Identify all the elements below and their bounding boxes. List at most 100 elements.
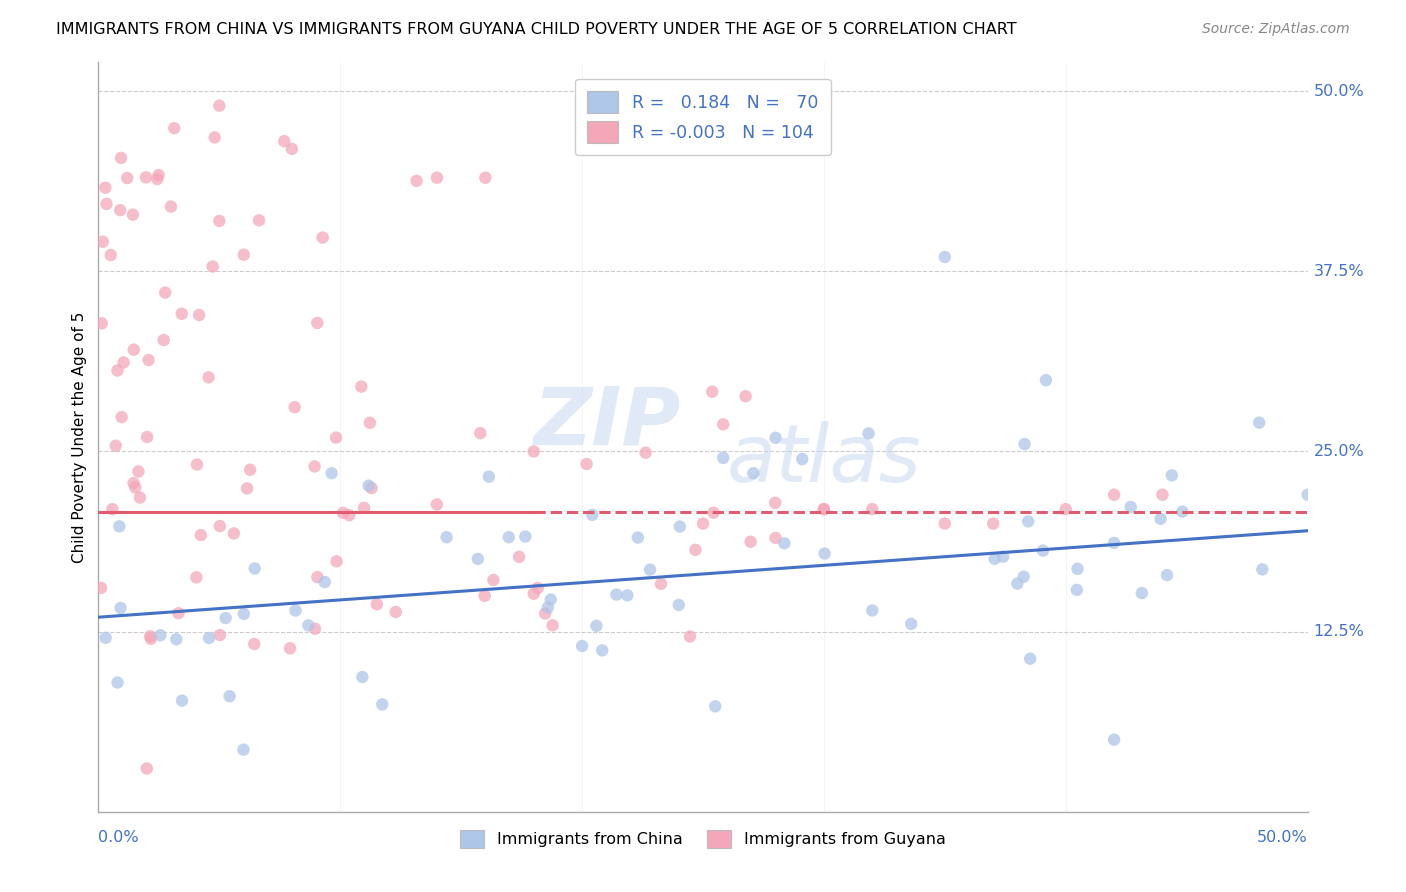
Point bbox=[107, 363, 129, 377]
Point bbox=[284, 603, 307, 617]
Point bbox=[991, 549, 1014, 564]
Legend: Immigrants from China, Immigrants from Guyana: Immigrants from China, Immigrants from G… bbox=[453, 822, 953, 856]
Point bbox=[307, 570, 329, 584]
Point bbox=[149, 628, 172, 642]
Point bbox=[208, 628, 231, 642]
Point bbox=[426, 498, 449, 512]
Point bbox=[186, 570, 208, 584]
Point bbox=[508, 549, 530, 564]
Text: 0.0%: 0.0% bbox=[98, 830, 139, 846]
Point bbox=[773, 536, 796, 550]
Point bbox=[1054, 502, 1077, 516]
Point bbox=[170, 693, 193, 707]
Point bbox=[585, 619, 607, 633]
Point bbox=[765, 531, 787, 545]
Point bbox=[537, 600, 560, 615]
Point bbox=[405, 174, 427, 188]
Point bbox=[498, 530, 520, 544]
Text: Source: ZipAtlas.com: Source: ZipAtlas.com bbox=[1202, 22, 1350, 37]
Point bbox=[426, 170, 449, 185]
Point bbox=[860, 502, 883, 516]
Point bbox=[1102, 732, 1125, 747]
Point bbox=[478, 469, 501, 483]
Point bbox=[1032, 543, 1054, 558]
Point bbox=[1130, 586, 1153, 600]
Point bbox=[110, 601, 132, 615]
Point bbox=[981, 516, 1004, 531]
Point bbox=[135, 170, 157, 185]
Point bbox=[197, 370, 219, 384]
Point bbox=[188, 308, 211, 322]
Point bbox=[359, 416, 381, 430]
Point bbox=[575, 457, 598, 471]
Point bbox=[311, 230, 333, 244]
Point bbox=[138, 353, 160, 368]
Point bbox=[650, 577, 672, 591]
Point bbox=[304, 622, 326, 636]
Point bbox=[135, 762, 157, 776]
Point bbox=[1296, 488, 1319, 502]
Point bbox=[765, 431, 787, 445]
Text: 50.0%: 50.0% bbox=[1257, 830, 1308, 846]
Point bbox=[668, 598, 690, 612]
Point bbox=[1102, 488, 1125, 502]
Text: 37.5%: 37.5% bbox=[1313, 264, 1364, 279]
Text: atlas: atlas bbox=[727, 420, 921, 499]
Point bbox=[136, 430, 159, 444]
Point bbox=[321, 466, 343, 480]
Point bbox=[540, 592, 562, 607]
Text: 12.5%: 12.5% bbox=[1313, 624, 1364, 639]
Point bbox=[605, 588, 627, 602]
Point bbox=[278, 641, 301, 656]
Point bbox=[1156, 568, 1178, 582]
Point bbox=[307, 316, 329, 330]
Point bbox=[232, 248, 254, 262]
Point bbox=[858, 426, 880, 441]
Point bbox=[146, 172, 169, 186]
Point bbox=[634, 445, 657, 459]
Point bbox=[273, 134, 295, 148]
Point bbox=[337, 508, 360, 523]
Point bbox=[703, 506, 725, 520]
Point bbox=[813, 502, 835, 516]
Point bbox=[139, 629, 162, 643]
Text: ZIP: ZIP bbox=[533, 383, 681, 461]
Point bbox=[1102, 536, 1125, 550]
Point bbox=[90, 316, 112, 330]
Point bbox=[127, 465, 149, 479]
Point bbox=[148, 168, 170, 182]
Point bbox=[581, 508, 603, 522]
Point bbox=[218, 690, 240, 704]
Point bbox=[204, 130, 226, 145]
Point bbox=[232, 742, 254, 756]
Point bbox=[90, 581, 112, 595]
Point bbox=[357, 478, 380, 492]
Point bbox=[325, 554, 347, 568]
Point bbox=[107, 675, 129, 690]
Point bbox=[1012, 569, 1035, 583]
Point bbox=[638, 563, 661, 577]
Point bbox=[523, 444, 546, 458]
Point bbox=[112, 355, 135, 369]
Point bbox=[627, 531, 650, 545]
Point bbox=[1035, 373, 1057, 387]
Point bbox=[108, 203, 131, 218]
Point bbox=[371, 698, 394, 712]
Point bbox=[740, 534, 762, 549]
Point bbox=[1149, 512, 1171, 526]
Point bbox=[734, 389, 756, 403]
Point bbox=[94, 180, 117, 194]
Point bbox=[222, 526, 245, 541]
Point bbox=[243, 637, 266, 651]
Point bbox=[108, 519, 131, 533]
Point bbox=[669, 519, 692, 533]
Point bbox=[813, 547, 835, 561]
Point bbox=[704, 699, 727, 714]
Point bbox=[1019, 651, 1042, 665]
Point bbox=[201, 260, 224, 274]
Point bbox=[1014, 437, 1036, 451]
Point bbox=[1066, 562, 1088, 576]
Point bbox=[314, 575, 336, 590]
Point bbox=[247, 213, 270, 227]
Point bbox=[214, 611, 236, 625]
